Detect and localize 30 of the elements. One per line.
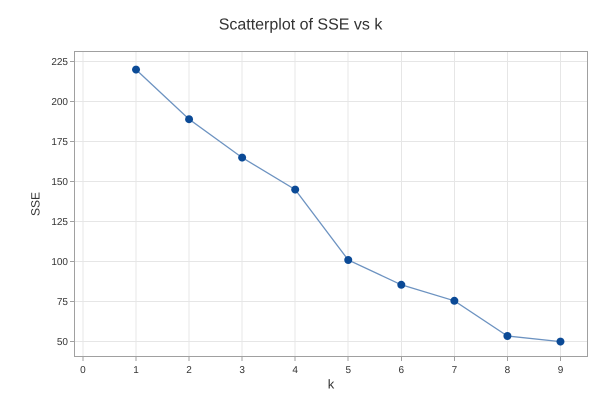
x-tick-label: 5 [345, 365, 352, 376]
x-tick-label: 1 [133, 365, 140, 376]
point [291, 186, 300, 194]
point [132, 66, 140, 74]
y-tick-label: 200 [51, 97, 68, 108]
y-tick-label: 150 [51, 177, 68, 188]
point [450, 296, 458, 305]
point [238, 154, 246, 162]
x-tick-label: 8 [504, 365, 511, 376]
y-axis-title: SSE [28, 192, 43, 216]
y-tick-label: 75 [56, 297, 68, 308]
y-tick-label: 100 [51, 257, 68, 268]
point [185, 115, 194, 124]
x-axis-title: k [328, 376, 335, 392]
x-tick-label: 4 [292, 365, 298, 376]
x-tick-label: 6 [398, 365, 405, 376]
x-tick-label: 3 [239, 365, 246, 376]
x-tick-label: 9 [558, 365, 564, 376]
chart-title: Scatterplot of SSE vs k [218, 16, 384, 34]
y-tick-label: 50 [56, 337, 68, 348]
x-tick-label: 7 [452, 365, 458, 376]
x-tick-label: 0 [80, 365, 86, 376]
point [344, 256, 352, 264]
point [556, 338, 564, 346]
point [397, 280, 406, 289]
y-tick-label: 225 [51, 57, 68, 68]
y-tick-label: 175 [51, 137, 68, 148]
point [503, 332, 512, 340]
x-tick-label: 2 [186, 365, 192, 376]
y-tick-label: 125 [51, 217, 68, 228]
